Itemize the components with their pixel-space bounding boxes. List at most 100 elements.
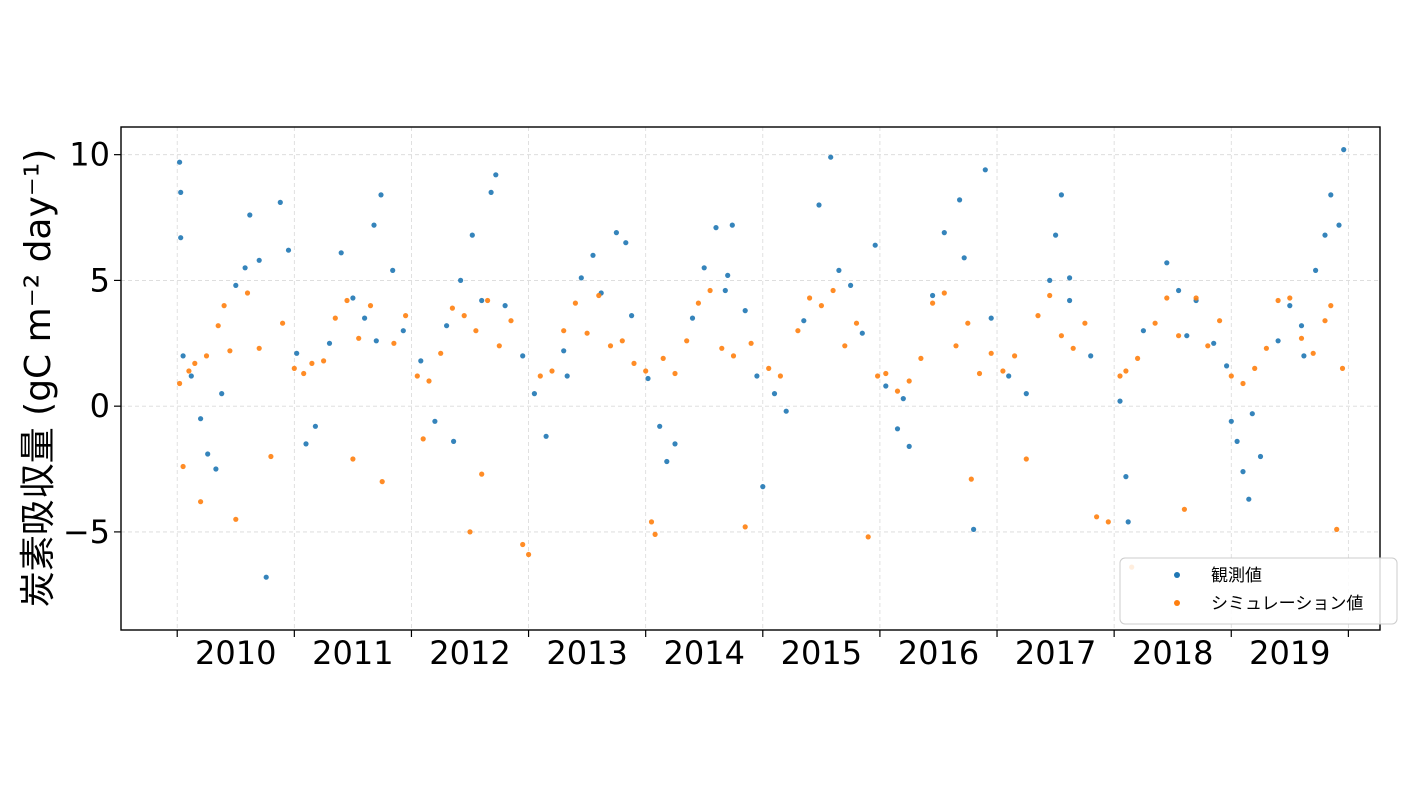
observed-point	[1123, 474, 1129, 480]
simulated-point	[968, 476, 974, 482]
simulated-point	[865, 534, 871, 540]
observed-point	[312, 423, 318, 429]
simulated-point	[268, 453, 274, 460]
observed-point	[725, 272, 731, 278]
observed-point	[1240, 469, 1246, 475]
observed-point	[520, 353, 526, 359]
simulated-point	[449, 305, 455, 311]
simulated-point	[930, 300, 936, 306]
observed-point	[1228, 418, 1234, 424]
simulated-point	[1328, 303, 1334, 309]
simulated-point	[350, 456, 356, 462]
observed-point	[1006, 373, 1012, 379]
observed-point	[390, 267, 396, 273]
observed-point	[982, 167, 988, 173]
simulated-point	[1181, 506, 1187, 512]
observed-point	[771, 391, 778, 397]
observed-point	[451, 438, 457, 444]
observed-point	[672, 441, 678, 447]
observed-point	[561, 348, 567, 354]
observed-point	[930, 292, 936, 299]
observed-point	[531, 391, 538, 397]
y-axis: −5 0 5 10	[63, 136, 121, 551]
legend-marker-observed	[1174, 572, 1180, 578]
observed-point	[350, 295, 356, 301]
observed-point	[378, 192, 384, 198]
simulated-point	[403, 313, 409, 319]
x-tick-label: 2012	[429, 634, 510, 672]
simulated-point	[344, 297, 350, 304]
observed-point	[502, 303, 508, 309]
observed-point	[1275, 338, 1281, 344]
simulated-point	[280, 320, 286, 326]
simulated-point	[572, 300, 579, 306]
simulated-point	[356, 335, 362, 341]
simulated-point	[1135, 355, 1141, 361]
observed-point	[701, 265, 707, 271]
observed-point	[1164, 260, 1170, 266]
simulated-point	[748, 340, 754, 346]
observed-point	[338, 250, 344, 256]
simulated-point	[842, 343, 848, 349]
observed-point	[578, 275, 584, 281]
simulated-point	[426, 378, 432, 384]
observed-point	[900, 396, 906, 402]
simulated-point	[742, 524, 748, 530]
simulated-point	[596, 292, 602, 299]
simulated-point	[953, 343, 959, 349]
observed-point	[1257, 453, 1264, 460]
simulated-point	[684, 338, 690, 344]
simulated-point	[420, 436, 426, 442]
simulated-point	[367, 303, 374, 309]
simulated-point	[777, 373, 784, 379]
observed-point	[198, 416, 204, 422]
simulated-point	[438, 350, 444, 356]
simulated-point	[215, 323, 221, 329]
y-tick-label: 10	[69, 136, 110, 174]
observed-point	[469, 232, 475, 238]
observed-point	[493, 172, 499, 178]
simulated-point	[818, 303, 825, 309]
simulated-point	[941, 290, 947, 296]
observed-point	[178, 235, 184, 241]
simulated-point	[883, 370, 889, 377]
observed-point	[1246, 496, 1252, 502]
observed-point	[1298, 323, 1305, 329]
simulated-point	[1105, 519, 1111, 525]
observed-point	[729, 222, 735, 228]
observed-point	[1067, 297, 1073, 304]
observed-point	[564, 373, 570, 379]
simulated-point	[332, 315, 338, 321]
observed-point	[277, 199, 283, 205]
simulated-point	[479, 471, 485, 477]
simulated-point	[1205, 343, 1211, 349]
observed-point	[178, 189, 184, 195]
observed-point	[1313, 267, 1319, 273]
simulated-point	[414, 373, 420, 379]
observed-point	[373, 338, 379, 344]
observed-point	[1211, 340, 1217, 346]
observed-point	[233, 282, 239, 288]
observed-point	[689, 315, 696, 321]
simulated-point	[301, 370, 307, 377]
legend-label-simulated: シミュレーション値	[1211, 594, 1363, 614]
observed-point	[1176, 287, 1182, 294]
observed-point	[303, 441, 309, 447]
simulated-point	[321, 358, 327, 364]
simulated-point	[1023, 456, 1029, 462]
simulated-point	[537, 373, 543, 379]
x-tick-label: 2015	[781, 634, 862, 672]
observed-point	[1234, 438, 1240, 444]
simulated-point	[894, 388, 901, 394]
observed-point	[219, 391, 225, 397]
simulated-point	[707, 287, 713, 294]
simulated-point	[988, 350, 994, 356]
observed-point	[816, 202, 822, 208]
observed-point	[1067, 275, 1073, 281]
observed-point	[1023, 391, 1029, 397]
simulated-point	[965, 320, 971, 326]
observed-point	[1249, 411, 1255, 417]
x-tick-label: 2010	[195, 634, 276, 672]
